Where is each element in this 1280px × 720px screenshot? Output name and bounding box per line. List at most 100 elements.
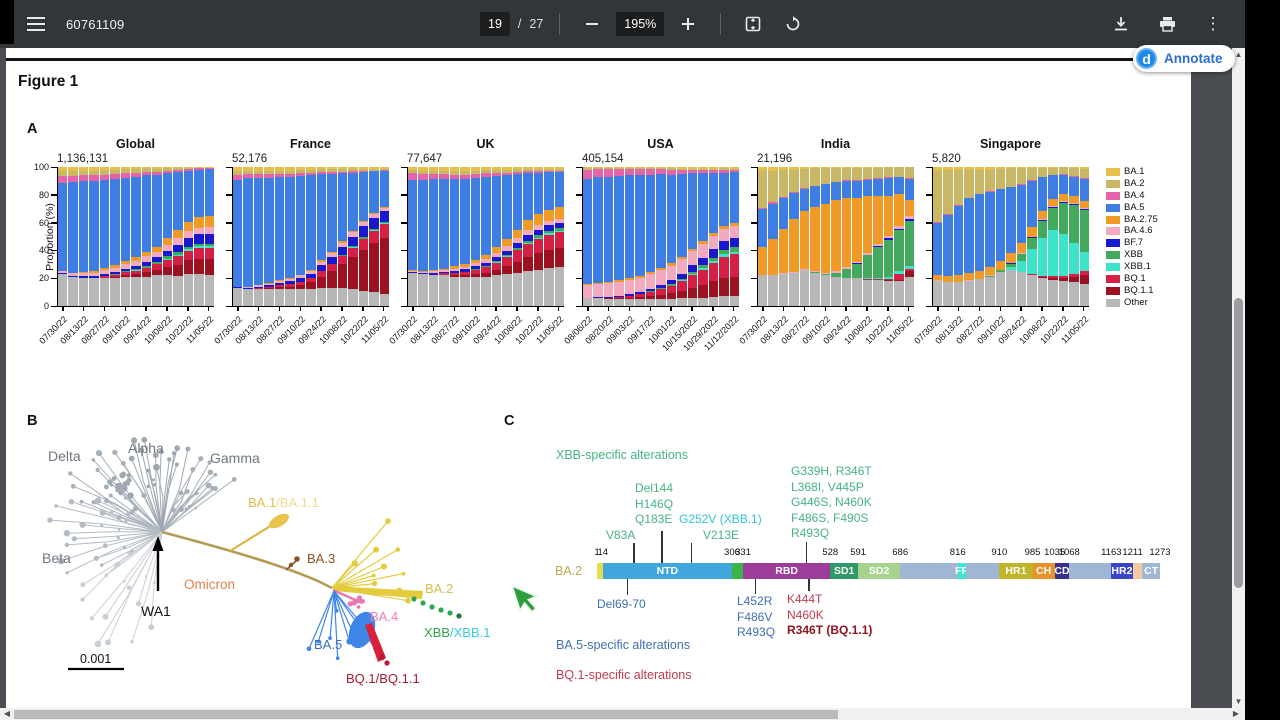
- bar-segment: [953, 275, 964, 282]
- domain-segment: [1069, 563, 1112, 579]
- stacked-bar: [348, 167, 358, 306]
- horizontal-scroll-thumb[interactable]: [14, 709, 838, 719]
- bar-segment: [698, 240, 708, 244]
- y-tick-label: 80: [38, 189, 49, 200]
- bar-segment: [831, 271, 841, 273]
- bar-segment: [603, 297, 614, 298]
- bar-segment: [131, 270, 141, 275]
- bar-segment: [194, 227, 204, 235]
- annotate-button[interactable]: d Annotate: [1133, 45, 1235, 72]
- bar-segment: [449, 178, 460, 267]
- bar-segment: [533, 169, 544, 172]
- bar-segment: [306, 169, 316, 173]
- bar-segment: [243, 289, 253, 306]
- bar-segment: [1048, 208, 1058, 231]
- page-number-input[interactable]: 19: [480, 12, 510, 36]
- vertical-scrollbar[interactable]: ▲ ▼: [1232, 48, 1245, 708]
- bar-segment: [141, 266, 152, 268]
- print-button[interactable]: [1151, 8, 1183, 40]
- bar-segment: [502, 167, 512, 170]
- bar-segment: [656, 169, 666, 175]
- bar-segment: [554, 171, 565, 208]
- zoom-out-button[interactable]: [576, 8, 608, 40]
- bar-segment: [1079, 283, 1090, 306]
- bar-segment: [358, 171, 369, 221]
- stacked-bar: [687, 167, 698, 306]
- x-tick: [649, 306, 652, 311]
- bar-segment: [698, 268, 708, 270]
- bar-segment: [789, 169, 799, 193]
- bar-segment: [820, 275, 831, 306]
- bar-segment: [295, 274, 306, 276]
- bq1-alterations-heading: BQ.1-specific alterations: [556, 668, 692, 682]
- bar-segment: [204, 233, 215, 244]
- bar-segment: [194, 274, 204, 306]
- bar-segment: [337, 241, 348, 243]
- zoom-in-button[interactable]: [672, 8, 704, 40]
- fit-page-button[interactable]: [737, 8, 769, 40]
- bar-segment: [645, 296, 656, 300]
- bar-segment: [253, 167, 264, 171]
- legend-label: BA.5: [1124, 201, 1145, 213]
- bar-segment: [974, 193, 985, 195]
- bar-segment: [554, 171, 565, 172]
- xbb-alterations-heading: XBB-specific alterations: [556, 448, 689, 462]
- bar-segment: [666, 262, 677, 266]
- bar-segment: [953, 169, 964, 205]
- bar-segment: [295, 176, 306, 275]
- bar-segment: [656, 268, 666, 271]
- scroll-down-arrow[interactable]: ▼: [1234, 697, 1243, 706]
- bar-segment: [502, 257, 512, 266]
- bar-segment: [316, 174, 327, 261]
- bar-segment: [306, 271, 316, 275]
- cursor-pointer: [512, 583, 540, 614]
- more-options-button[interactable]: ⋮: [1197, 8, 1229, 40]
- scroll-up-arrow[interactable]: ▲: [1234, 50, 1243, 59]
- stacked-bar: [253, 167, 264, 306]
- bar-segment: [173, 256, 183, 265]
- bar-segment: [194, 217, 204, 228]
- bar-segment: [316, 287, 327, 306]
- position-label: 985: [1024, 547, 1041, 558]
- bar-segment: [316, 271, 327, 277]
- bar-segment: [327, 271, 337, 288]
- bar-segment: [99, 278, 110, 306]
- vertical-scroll-thumb[interactable]: [1234, 298, 1243, 588]
- bar-segment: [428, 174, 439, 179]
- bar-segment: [418, 271, 428, 274]
- bar-segment: [512, 272, 523, 306]
- bar-segment: [253, 285, 264, 287]
- bar-segment: [656, 288, 666, 290]
- bar-segment: [645, 292, 656, 297]
- menu-button[interactable]: [20, 8, 52, 40]
- bar-segment: [306, 269, 316, 272]
- zoom-level[interactable]: 195%: [616, 12, 665, 36]
- bar-segment: [831, 167, 841, 182]
- stacked-bar: [995, 167, 1006, 306]
- wa1-arrowhead: [152, 536, 164, 551]
- bar-segment: [194, 246, 204, 248]
- bar-segment: [183, 167, 194, 170]
- bar-segment: [841, 267, 852, 269]
- scroll-right-arrow[interactable]: ▶: [1232, 709, 1240, 718]
- rotate-button[interactable]: [777, 8, 809, 40]
- stacked-bar: [593, 167, 603, 306]
- bar-segment: [624, 278, 635, 280]
- bar-segment: [204, 169, 215, 216]
- omicron-label: Omicron: [184, 577, 235, 592]
- horizontal-scrollbar[interactable]: ◀ ▶: [0, 708, 1245, 720]
- bar-segment: [523, 172, 533, 221]
- bar-segment: [708, 235, 719, 250]
- bar-segment: [152, 264, 162, 270]
- download-button[interactable]: [1105, 8, 1137, 40]
- bar-segment: [729, 168, 740, 170]
- bar-segment: [635, 167, 645, 168]
- scroll-left-arrow[interactable]: ◀: [3, 709, 11, 718]
- bar-segment: [799, 169, 810, 188]
- bar-segment: [820, 167, 831, 184]
- bar-segment: [841, 269, 852, 278]
- legend-item: BA.5: [1106, 202, 1158, 214]
- bar-segment: [614, 167, 624, 168]
- bar-segment: [274, 177, 285, 281]
- bar-segment: [316, 265, 327, 271]
